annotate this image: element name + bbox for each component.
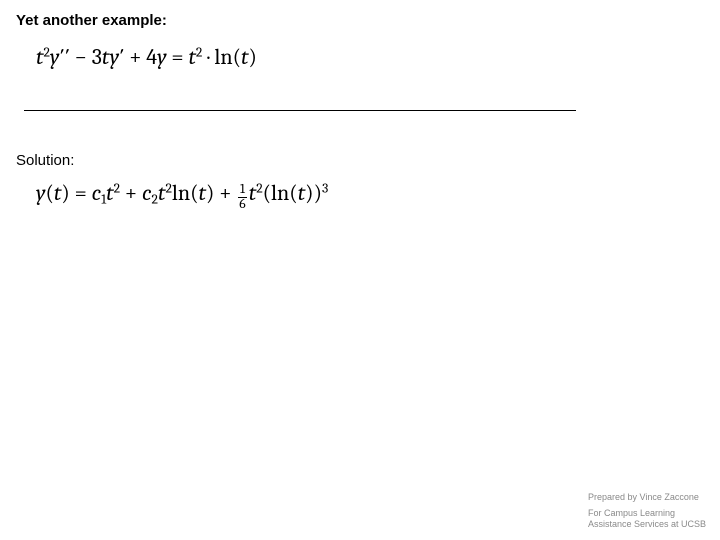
eq2-plus2: + xyxy=(214,180,236,206)
example-heading-text: Yet another example: xyxy=(16,12,167,29)
eq2-frac-den: 6 xyxy=(238,197,246,212)
example-heading: Yet another example: xyxy=(16,12,167,29)
eq1-cdot: · xyxy=(202,44,214,70)
equation-problem: t2y′′ − 3ty′ + 4y = t2 · ln(t) xyxy=(36,44,257,70)
solution-heading: Solution: xyxy=(16,152,74,169)
eq1-ln: ln( xyxy=(214,44,241,70)
eq1-yp: y xyxy=(110,44,119,70)
eq2-lnv2: t xyxy=(199,180,206,206)
eq2-ln3: ln( xyxy=(271,180,298,206)
eq1-t2: t xyxy=(102,44,110,70)
footer-credit: Prepared by Vince Zaccone For Campus Lea… xyxy=(588,492,706,530)
eq1-lnvar: t xyxy=(241,44,248,70)
footer-line1: Prepared by Vince Zaccone xyxy=(588,492,706,503)
eq2-cube: 3 xyxy=(322,182,328,197)
eq2-frac-num: 1 xyxy=(238,183,246,197)
eq2-open: ( xyxy=(45,180,53,206)
eq2-c1: c xyxy=(92,180,102,206)
eq2-c2: c xyxy=(142,180,152,206)
eq2-cl3: )) xyxy=(305,180,322,206)
eq2-fraction: 16 xyxy=(238,183,246,211)
eq1-close: ) xyxy=(249,44,257,70)
eq2-t1: t xyxy=(106,180,113,206)
eq1-pp: ′′ xyxy=(59,44,69,70)
equation-solution: y(t) = c1t2 + c2t2ln(t) + 16t2(ln(t))3 xyxy=(36,180,328,211)
eq2-plus1: + xyxy=(120,180,142,206)
footer-line3: Assistance Services at UCSB xyxy=(588,519,706,530)
eq1-plus4: + 4 xyxy=(124,44,157,70)
eq2-ln2: ln( xyxy=(172,180,199,206)
eq2-open3: ( xyxy=(263,180,271,206)
solution-heading-text: Solution: xyxy=(16,152,74,169)
eq1-minus: − 3 xyxy=(70,44,102,70)
eq1-y: y xyxy=(157,44,166,70)
eq1-eq: = xyxy=(167,44,189,70)
eq2-close-eq: ) = xyxy=(61,180,91,206)
divider-line xyxy=(24,110,576,111)
footer-line2: For Campus Learning xyxy=(588,508,706,519)
eq1-ypp: y xyxy=(50,44,59,70)
eq1-rhs-t: t xyxy=(188,44,195,70)
